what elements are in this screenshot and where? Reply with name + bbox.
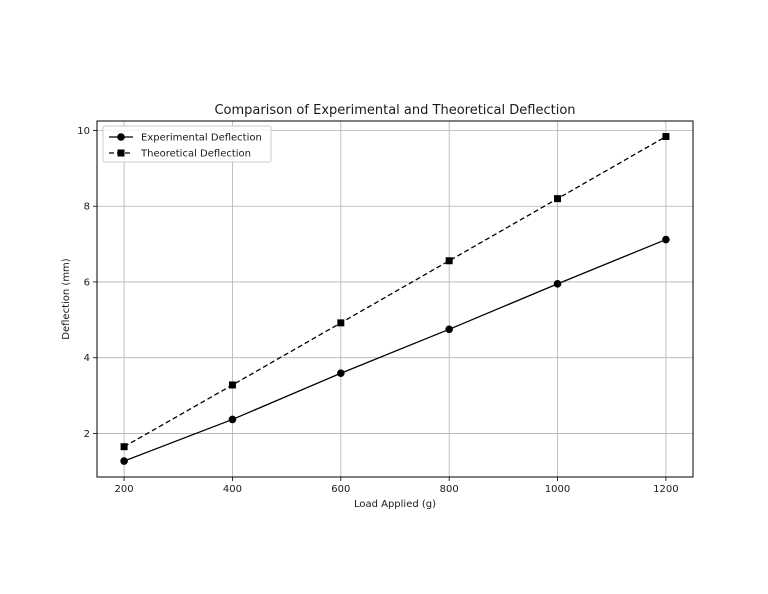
- x-tick-label: 600: [331, 484, 350, 495]
- tick-layer: 200 400 600 800 1000 1200 2 4 6 8 10: [77, 126, 678, 495]
- plot-area-frame: [96, 120, 694, 478]
- y-tick-label: 10: [77, 126, 90, 137]
- series-layer: [120, 133, 670, 465]
- legend-square-marker: [117, 149, 125, 157]
- data-point: [445, 325, 453, 334]
- series-line: [123, 238, 667, 462]
- legend: Experimental Deflection Theoretical Defle…: [102, 125, 272, 163]
- y-axis-label: Deflection (mm): [61, 258, 72, 340]
- legend-box: [102, 125, 272, 163]
- data-point: [337, 319, 345, 327]
- data-point: [120, 457, 128, 465]
- x-tick-label: 400: [223, 484, 242, 495]
- legend-label: Theoretical Deflection: [140, 149, 251, 160]
- data-point: [662, 235, 670, 244]
- x-tick-label: 200: [115, 484, 134, 495]
- y-tick-label: 8: [84, 202, 90, 213]
- series-theoretical: [120, 133, 670, 451]
- series-line: [123, 135, 667, 448]
- data-point: [445, 257, 453, 265]
- x-axis-label: Load Applied (g): [354, 499, 436, 510]
- legend-circle-marker: [117, 133, 125, 141]
- data-point: [337, 369, 345, 378]
- x-tick-label: 800: [440, 484, 459, 495]
- x-tick-label: 1000: [545, 484, 570, 495]
- data-point: [553, 280, 562, 288]
- y-tick-label: 2: [84, 429, 90, 440]
- legend-label: Experimental Deflection: [141, 133, 262, 144]
- chart-title: Comparison of Experimental and Theoretic…: [214, 103, 575, 118]
- y-tick-label: 6: [84, 277, 90, 288]
- data-point: [228, 415, 237, 424]
- data-point: [554, 195, 562, 203]
- x-tick-label: 1200: [653, 484, 678, 495]
- y-tick-label: 4: [84, 353, 90, 364]
- data-point: [120, 443, 128, 451]
- series-experimental: [120, 235, 670, 465]
- data-point: [228, 381, 236, 389]
- grid-layer: [97, 121, 693, 477]
- data-point: [662, 133, 670, 141]
